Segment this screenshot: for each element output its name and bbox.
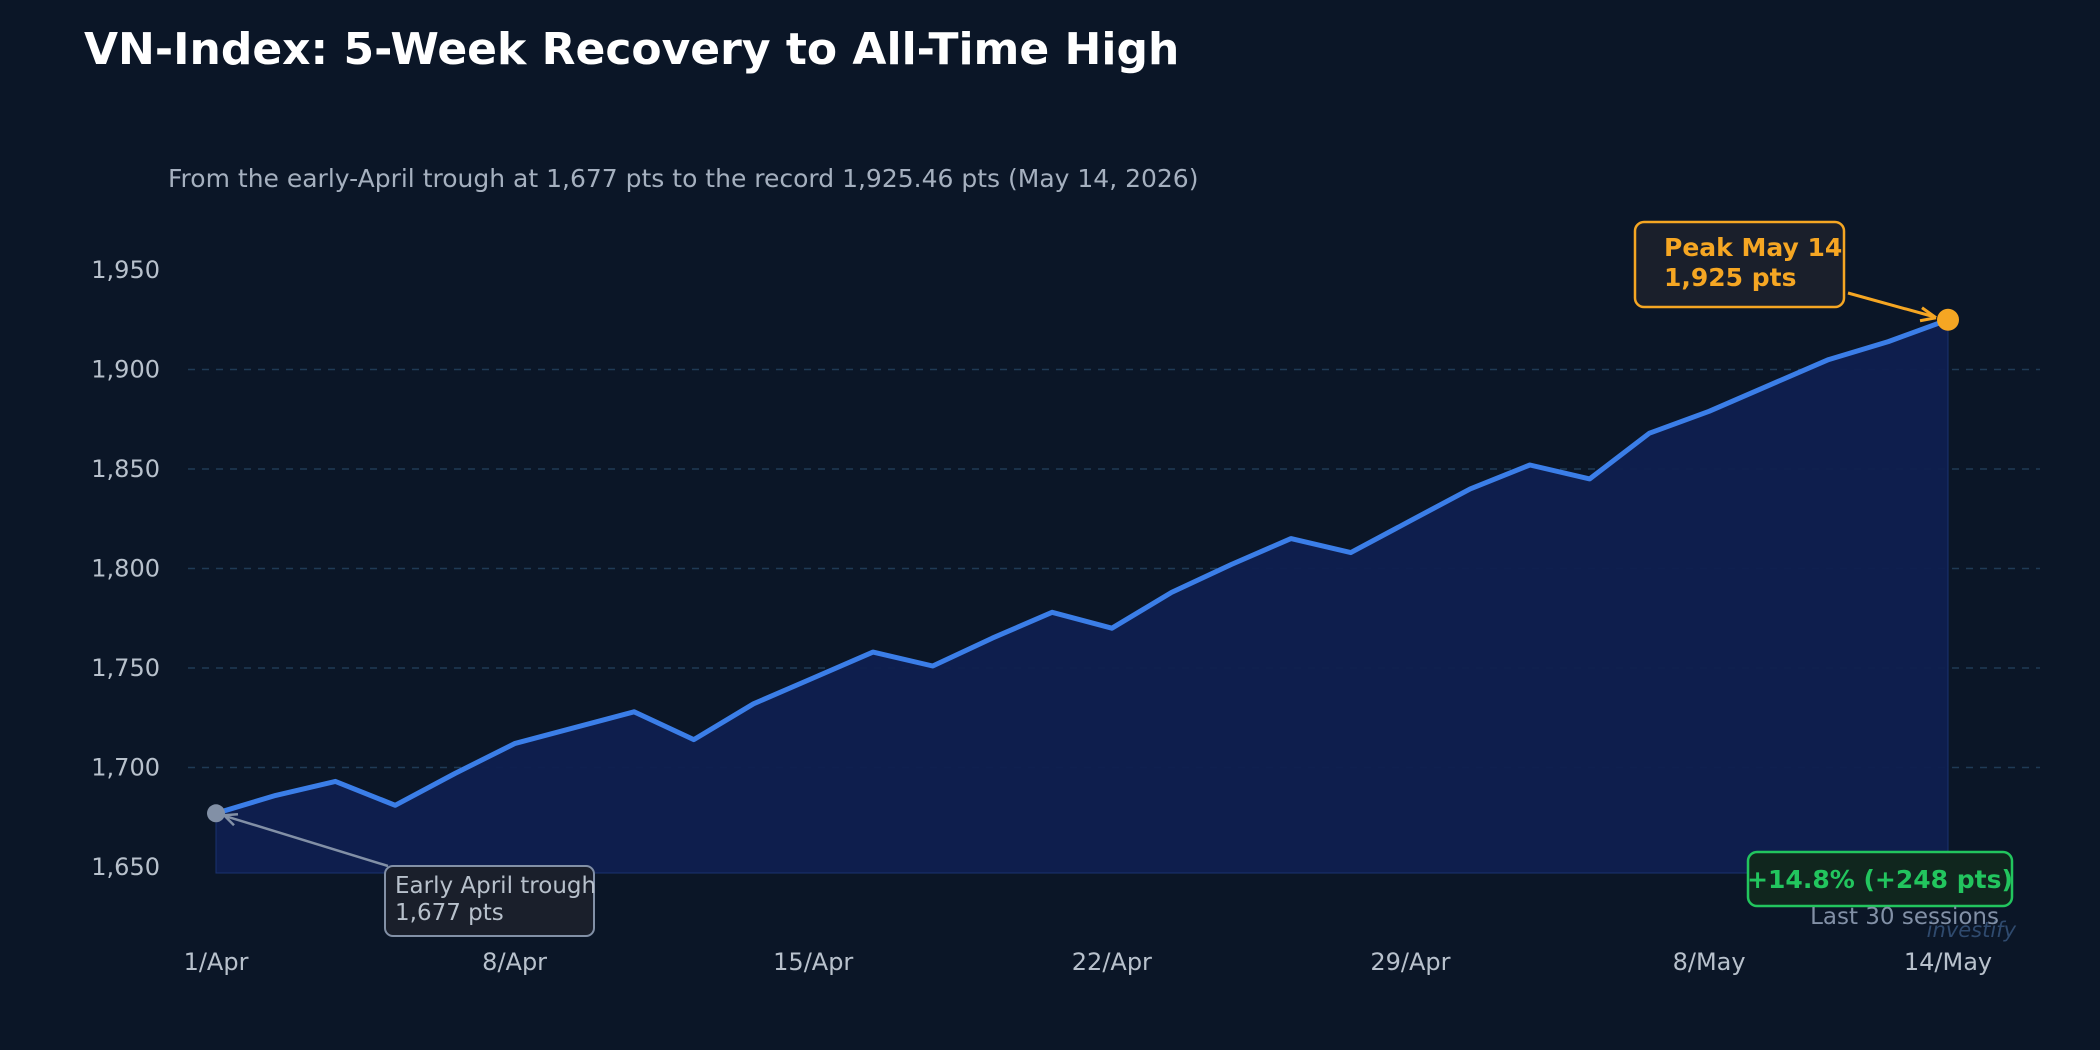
watermark-text: investify xyxy=(1927,918,2017,942)
x-tick-label: 22/Apr xyxy=(1072,948,1152,976)
trough-label-box xyxy=(384,865,595,937)
peak-marker xyxy=(1937,308,1959,331)
series-area-fill xyxy=(215,319,1949,874)
x-tick-label: 1/Apr xyxy=(184,948,249,976)
gain-note: Last 30 sessions xyxy=(1810,904,1999,930)
trough-label-line2: 1,677 pts xyxy=(395,900,504,926)
gain-badge-box xyxy=(1746,850,2014,908)
y-axis: 1,650 1,700 1,750 1,800 1,850 1,900 1,950 xyxy=(91,256,160,881)
peak-arrow-head xyxy=(1919,306,1937,323)
y-tick-label: 1,900 xyxy=(91,356,160,384)
annotations: Peak May 141,925 pts Early April trough1,… xyxy=(207,220,2014,937)
chart-title: VN-Index: 5-Week Recovery to All-Time Hi… xyxy=(84,24,1179,75)
y-tick-label: 1,700 xyxy=(91,754,160,782)
trough-label-line1: Early April trough xyxy=(395,873,596,899)
y-tick-label: 1,850 xyxy=(91,455,160,483)
peak-arrow-line xyxy=(1847,291,1935,319)
trough-arrow-head xyxy=(223,813,239,827)
peak-label-line2: 1,925 pts xyxy=(1664,263,1797,292)
trough-arrow-line xyxy=(225,815,389,868)
x-tick-label: 8/Apr xyxy=(482,948,547,976)
y-tick-label: 1,650 xyxy=(91,853,160,881)
series-line xyxy=(213,317,1951,816)
x-axis: 1/Apr 8/Apr 15/Apr 22/Apr 29/Apr 8/May 14/May xyxy=(184,948,1993,976)
x-tick-label: 14/May xyxy=(1904,948,1992,976)
peak-label-line1: Peak May 14 xyxy=(1664,233,1842,262)
gain-badge-label: +14.8% (+248 pts) xyxy=(1747,865,2013,894)
x-tick-label: 29/Apr xyxy=(1370,948,1450,976)
y-tick-label: 1,750 xyxy=(91,654,160,682)
x-tick-label: 15/Apr xyxy=(773,948,853,976)
peak-label-box xyxy=(1633,220,1846,309)
x-tick-label: 8/May xyxy=(1673,948,1746,976)
trough-marker xyxy=(207,804,225,823)
series-area xyxy=(213,317,1951,874)
y-tick-label: 1,950 xyxy=(91,256,160,284)
y-tick-label: 1,800 xyxy=(91,555,160,583)
chart-subtitle: From the early-April trough at 1,677 pts… xyxy=(168,164,1198,193)
